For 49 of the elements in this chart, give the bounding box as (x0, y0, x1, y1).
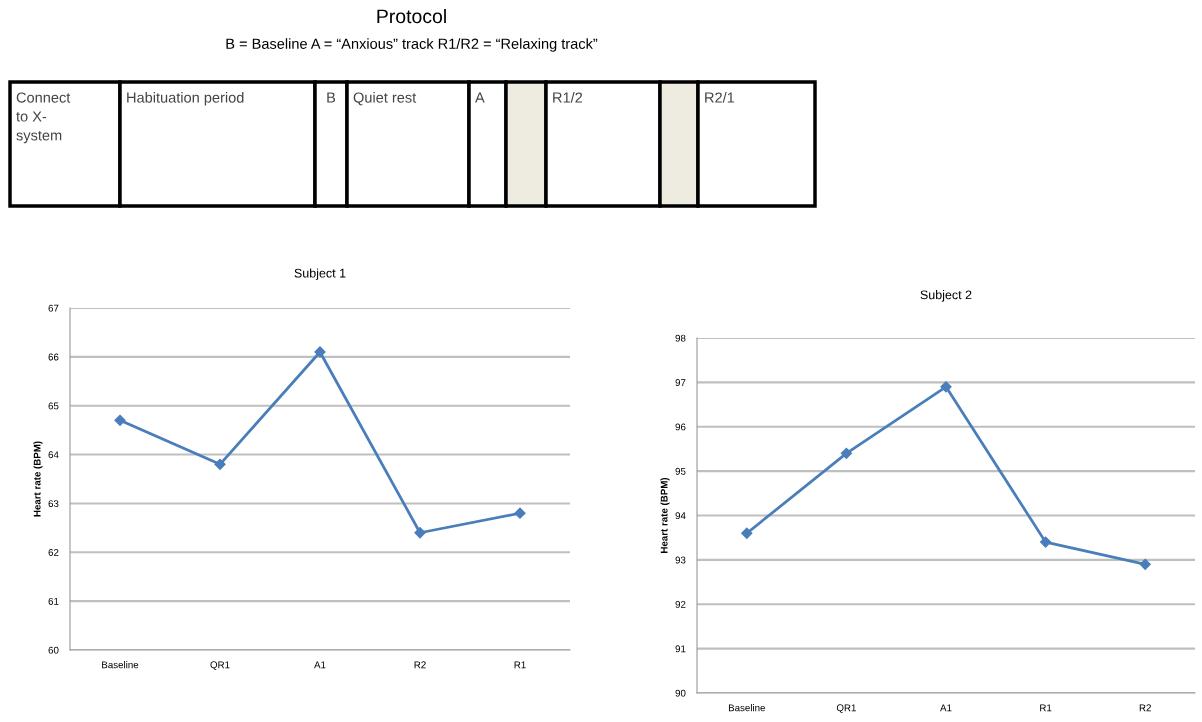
chart-title: Subject 1 (294, 268, 346, 281)
text: A (475, 92, 485, 103)
chart-title: Subject 2 (920, 290, 972, 302)
point (1139, 558, 1151, 570)
point (114, 414, 126, 426)
y-tick-label: 97 (675, 379, 686, 386)
y-tick-label: 64 (48, 451, 59, 459)
y-tick-label: 92 (675, 600, 686, 608)
x-tick-label: QR1 (210, 661, 230, 670)
point (414, 527, 426, 539)
x-tick-label: R1 (1040, 704, 1052, 712)
text: B (327, 92, 336, 103)
y-tick-label: 94 (675, 512, 686, 520)
text: B = Baseline A = “Anxious” track R1/R2 = “Relaxing track” (226, 38, 598, 52)
point (741, 527, 753, 539)
y-tick-label: 90 (675, 689, 686, 697)
x-tick-label: A1 (940, 704, 952, 712)
x-tick-label: A1 (314, 661, 326, 669)
y-axis-title: Heart rate (BPM) (660, 477, 670, 553)
x-tick-label: Baseline (728, 704, 766, 712)
y-tick-label: 66 (48, 353, 59, 361)
y-tick-label: 65 (48, 402, 59, 410)
y-tick-label: 61 (48, 597, 59, 605)
text: Connect to X- system (16, 92, 71, 144)
point (1039, 536, 1052, 548)
point (840, 447, 853, 459)
text: Quiet rest (353, 92, 417, 106)
x-tick-label: R2 (1139, 704, 1151, 712)
text: Protocol (377, 8, 446, 24)
point (940, 381, 952, 393)
point (214, 458, 226, 470)
y-tick-label: 98 (675, 334, 686, 342)
y-tick-label: 62 (48, 549, 59, 556)
y-tick-label: 63 (48, 500, 59, 508)
x-tick-label: QR1 (836, 704, 856, 713)
y-tick-label: 93 (675, 556, 686, 564)
x-tick-label: R1 (514, 661, 526, 669)
y-tick-label: 60 (48, 646, 59, 654)
x-tick-label: R2 (414, 661, 426, 669)
y-tick-label: 96 (675, 423, 686, 431)
x-tick-label: Baseline (102, 661, 139, 669)
y-tick-label: 91 (675, 645, 686, 653)
text: R2/1 (705, 92, 735, 103)
y-tick-label: 67 (48, 304, 59, 312)
text: Habituation period (127, 92, 244, 106)
text: R1/2 (553, 92, 583, 103)
y-tick-label: 95 (675, 467, 686, 475)
point (514, 507, 526, 519)
y-axis-title: Heart rate (BPM) (33, 441, 43, 517)
